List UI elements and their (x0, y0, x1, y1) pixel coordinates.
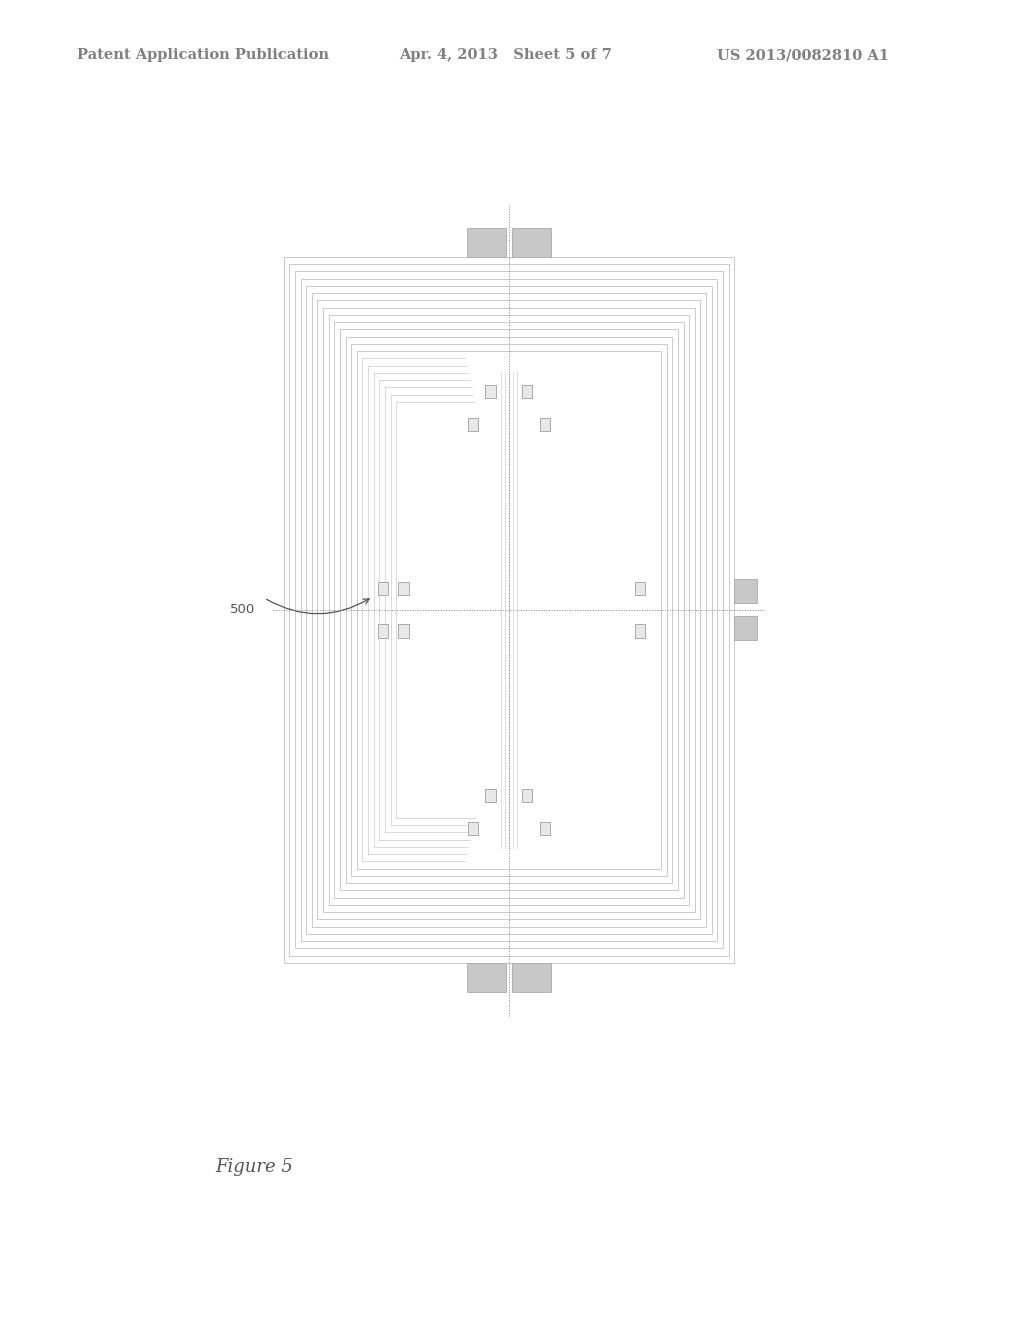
Bar (301, 279, 717, 941)
Bar (522, 384, 532, 397)
Bar (378, 582, 388, 595)
Bar (635, 582, 645, 595)
Bar (334, 322, 684, 898)
Bar (329, 314, 689, 906)
Bar (340, 329, 678, 890)
Bar (540, 821, 550, 834)
Bar (734, 579, 757, 603)
Bar (378, 624, 388, 638)
Bar (468, 417, 478, 430)
Bar (635, 624, 645, 638)
Bar (356, 351, 662, 869)
Bar (485, 788, 496, 801)
Bar (540, 417, 550, 430)
Bar (351, 343, 667, 876)
Bar (346, 337, 673, 883)
Bar (467, 227, 506, 256)
Text: Apr. 4, 2013   Sheet 5 of 7: Apr. 4, 2013 Sheet 5 of 7 (399, 49, 612, 62)
Bar (522, 788, 532, 801)
Bar (306, 286, 712, 935)
Text: Patent Application Publication: Patent Application Publication (77, 49, 329, 62)
Bar (512, 964, 551, 993)
Bar (398, 624, 409, 638)
Bar (295, 272, 723, 948)
Bar (485, 384, 496, 397)
Bar (734, 616, 757, 640)
Bar (467, 964, 506, 993)
Bar (284, 256, 734, 964)
Bar (398, 582, 409, 595)
Text: 500: 500 (230, 603, 256, 616)
Bar (512, 227, 551, 256)
Bar (289, 264, 729, 956)
Bar (311, 293, 707, 927)
Bar (317, 301, 700, 919)
Text: US 2013/0082810 A1: US 2013/0082810 A1 (717, 49, 889, 62)
Bar (324, 308, 694, 912)
Text: Figure 5: Figure 5 (215, 1158, 293, 1176)
Bar (468, 821, 478, 834)
